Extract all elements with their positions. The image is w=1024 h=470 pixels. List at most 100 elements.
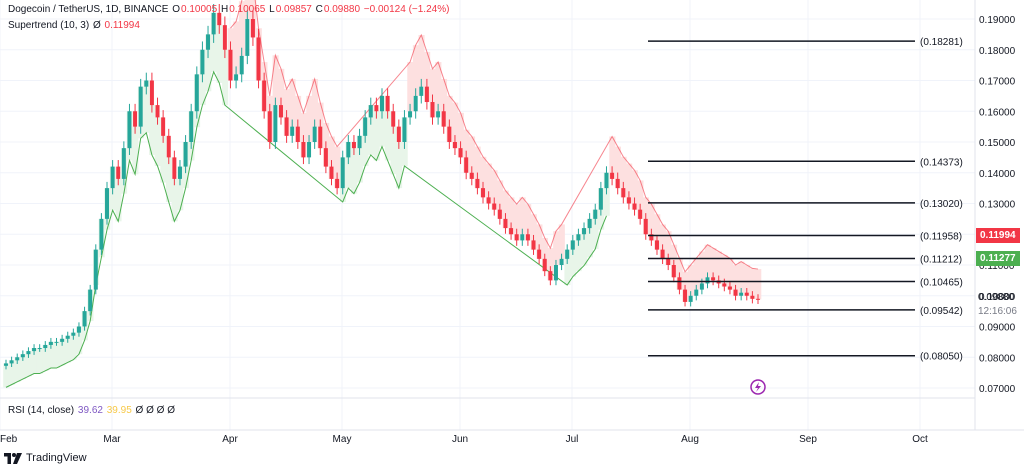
candle-body bbox=[290, 126, 295, 136]
price-axis-label: 0.11000 bbox=[979, 261, 1015, 272]
chart-grid bbox=[0, 0, 975, 430]
supertrend-fill bbox=[586, 218, 593, 258]
candle-body bbox=[76, 326, 81, 333]
supertrend-fill bbox=[115, 178, 122, 222]
supertrend-fill bbox=[367, 105, 375, 155]
supertrend-fill bbox=[373, 111, 380, 161]
indicator-name[interactable]: Supertrend (10, 3) bbox=[8, 20, 90, 31]
candle-body bbox=[632, 203, 637, 210]
supertrend-fill bbox=[278, 68, 285, 118]
candle-body bbox=[475, 178, 480, 189]
candle-body bbox=[363, 117, 368, 136]
candle-body bbox=[110, 166, 115, 189]
candle-body bbox=[677, 277, 682, 290]
candle-body bbox=[711, 277, 716, 281]
candle-body bbox=[295, 126, 300, 142]
candle-body bbox=[436, 111, 441, 118]
supertrend-fill bbox=[418, 34, 425, 87]
supertrend-fill bbox=[306, 95, 313, 142]
supertrend-fill bbox=[704, 244, 711, 278]
candle-body bbox=[380, 95, 384, 112]
candle-body bbox=[424, 86, 429, 103]
candle-body bbox=[503, 218, 508, 229]
supertrend-fill bbox=[3, 363, 10, 388]
open-label: O bbox=[172, 4, 181, 15]
candle-body bbox=[520, 234, 525, 241]
candle-body bbox=[228, 49, 233, 81]
candle-body bbox=[391, 111, 396, 127]
candle-body bbox=[340, 157, 345, 189]
supertrend-fill bbox=[654, 214, 661, 250]
rsi-label[interactable]: RSI (14, close) bbox=[8, 405, 75, 416]
candle-body bbox=[318, 126, 323, 149]
supertrend-fill bbox=[233, 21, 240, 75]
candle-body bbox=[99, 218, 104, 250]
supertrend-fill bbox=[295, 95, 302, 142]
countdown-label: 12:16:06 bbox=[978, 306, 1017, 317]
supertrend-fill bbox=[536, 224, 543, 259]
supertrend-fill bbox=[452, 102, 459, 149]
indicator-legend[interactable]: Supertrend (10, 3) Ø 0.11994 bbox=[8, 20, 141, 31]
supertrend-fill bbox=[165, 157, 173, 202]
candle-body bbox=[727, 286, 732, 290]
rsi-ma-value: 39.95 bbox=[106, 405, 132, 416]
supertrend-fill bbox=[412, 45, 419, 96]
rsi-legend[interactable]: RSI (14, close) 39.62 39.95 Ø Ø Ø Ø bbox=[8, 405, 176, 416]
supertrend-fill bbox=[143, 80, 150, 133]
supertrend-fill bbox=[289, 78, 296, 127]
candle-body bbox=[531, 240, 536, 250]
candle-body bbox=[312, 126, 317, 142]
time-axis-label: May bbox=[333, 434, 352, 445]
candle-body bbox=[497, 209, 502, 219]
candle-body bbox=[525, 234, 530, 241]
price-axis-label: 0.17000 bbox=[979, 77, 1016, 88]
supertrend-fill bbox=[429, 68, 436, 118]
fib-level-label: (0.14373) bbox=[920, 157, 963, 168]
candle-body bbox=[481, 188, 486, 198]
supertrend-fill bbox=[20, 354, 27, 380]
time-axis-label: Mar bbox=[103, 434, 121, 445]
candle-body bbox=[469, 172, 474, 179]
supertrend-fill bbox=[222, 49, 229, 106]
supertrend-fill bbox=[525, 204, 532, 241]
candle-body bbox=[419, 86, 424, 96]
supertrend-fill bbox=[480, 156, 487, 198]
close-label: C bbox=[315, 4, 323, 15]
supertrend-fill bbox=[513, 204, 520, 241]
supertrend-fill bbox=[25, 351, 32, 377]
tradingview-footer[interactable]: TradingView bbox=[4, 452, 87, 464]
supertrend-fill bbox=[31, 348, 38, 374]
candle-body bbox=[570, 240, 575, 250]
symbol-title[interactable]: Dogecoin / TetherUS, 1D, BINANCE bbox=[8, 4, 169, 15]
supertrend-fill bbox=[334, 146, 341, 189]
candle-body bbox=[54, 341, 59, 343]
supertrend-fill bbox=[592, 209, 599, 250]
candle-body bbox=[307, 142, 312, 158]
supertrend-fill bbox=[216, 25, 223, 83]
supertrend-fill bbox=[564, 249, 571, 285]
supertrend-fill bbox=[160, 135, 167, 183]
supertrend-fill bbox=[177, 166, 184, 211]
candle-body bbox=[694, 289, 699, 296]
candle-body bbox=[374, 105, 379, 112]
supertrend-fill bbox=[14, 357, 21, 382]
candle-body bbox=[82, 311, 87, 327]
candle-body bbox=[189, 111, 194, 142]
candle-body bbox=[447, 126, 452, 142]
supertrend-fill bbox=[665, 231, 672, 265]
candle-body bbox=[256, 37, 261, 81]
candle-body bbox=[149, 80, 154, 106]
supertrend-fill bbox=[710, 248, 717, 281]
supertrend-fill bbox=[609, 136, 616, 179]
candle-body bbox=[430, 102, 435, 118]
supertrend-fill bbox=[659, 224, 666, 259]
candle-body bbox=[48, 341, 53, 345]
supertrend-fill bbox=[311, 78, 318, 127]
lightning-icon[interactable] bbox=[750, 379, 766, 395]
supertrend-fill bbox=[407, 62, 414, 112]
supertrend-fill bbox=[491, 170, 498, 210]
candle-body bbox=[610, 172, 615, 179]
candle-body bbox=[598, 188, 603, 210]
supertrend-fill bbox=[59, 338, 66, 366]
